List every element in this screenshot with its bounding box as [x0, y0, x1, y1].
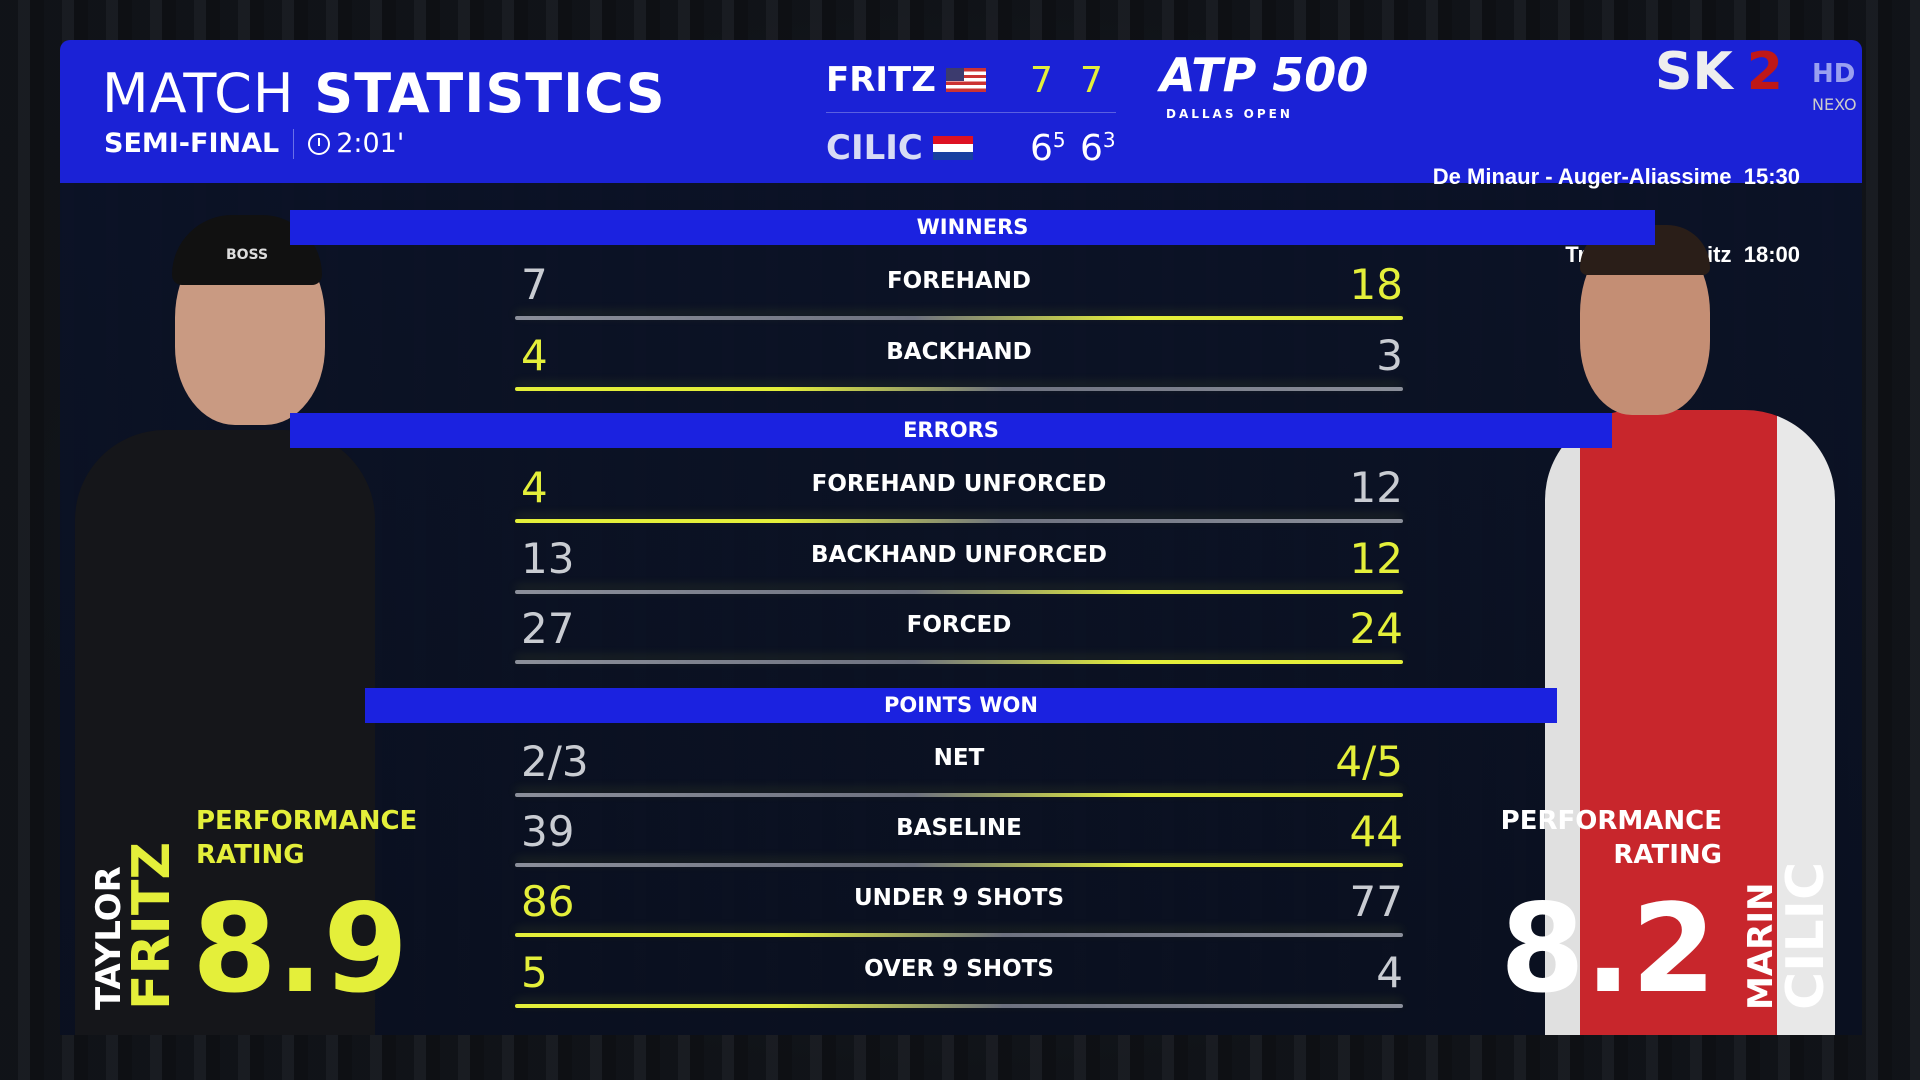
stat-row: 4 FOREHAND UNFORCED 12	[515, 463, 1403, 533]
right-value: 4	[1376, 948, 1403, 997]
scoreboard-player-2: CILIC	[826, 128, 973, 168]
player-name: CILIC	[826, 128, 923, 168]
stat-row: 86 UNDER 9 SHOTS 77	[515, 877, 1403, 947]
left-player-first-name: TAYLOR	[89, 866, 129, 1010]
right-value: 12	[1349, 463, 1403, 512]
scoreboard-player-1: FRITZ	[826, 60, 986, 100]
right-value: 44	[1349, 807, 1403, 856]
stat-label: BASELINE	[896, 815, 1022, 841]
croatia-flag-icon	[932, 136, 973, 160]
divider	[826, 112, 1116, 113]
right-player-last-name: CILIC	[1776, 861, 1836, 1010]
ticker-line: De Minaur - Auger-Aliassime 15:30	[1432, 164, 1800, 189]
page-title: MATCH STATISTICS	[102, 62, 666, 125]
player-body	[1545, 410, 1835, 1035]
left-player-last-name: FRITZ	[122, 841, 182, 1010]
stat-label: FOREHAND	[886, 268, 1032, 294]
left-value: 86	[521, 877, 575, 926]
left-value: 5	[521, 948, 548, 997]
right-value: 4/5	[1335, 737, 1403, 786]
comparison-bar	[515, 316, 1403, 320]
left-value: 2/3	[521, 737, 589, 786]
right-performance-rating: 8.2	[1500, 878, 1717, 1020]
section-header: POINTS WON	[365, 688, 1557, 723]
left-performance-label: PERFORMANCE RATING	[196, 806, 418, 870]
channel-logo: SK 2	[1655, 42, 1783, 102]
comparison-bar	[515, 933, 1403, 937]
comparison-bar	[515, 793, 1403, 797]
comparison-bar	[515, 1004, 1403, 1008]
left-value: 4	[521, 463, 548, 512]
hd-badge: HD	[1812, 59, 1856, 89]
stat-row: 2/3 NET 4/5	[515, 737, 1403, 807]
stat-row: 39 BASELINE 44	[515, 807, 1403, 877]
right-value: 18	[1349, 260, 1403, 309]
section-header: ERRORS	[290, 413, 1612, 448]
left-value: 7	[521, 260, 548, 309]
match-duration: 2:01'	[336, 128, 405, 159]
set-score: 7	[1080, 60, 1103, 101]
set-score: 65	[1030, 128, 1066, 169]
usa-flag-icon	[945, 68, 986, 92]
left-value: 39	[521, 807, 575, 856]
round-label: SEMI-FINAL	[104, 128, 280, 159]
left-value: 13	[521, 534, 575, 583]
left-value: 27	[521, 604, 575, 653]
comparison-bar	[515, 590, 1403, 594]
divider	[293, 128, 295, 159]
stat-label: FORCED	[906, 612, 1012, 638]
sponsor-logo: NEXO	[1812, 95, 1857, 114]
player-name: FRITZ	[826, 60, 936, 100]
stat-row: 13 BACKHAND UNFORCED 12	[515, 534, 1403, 604]
comparison-bar	[515, 519, 1403, 523]
right-value: 24	[1349, 604, 1403, 653]
right-value: 12	[1349, 534, 1403, 583]
match-info: SEMI-FINAL 2:01'	[104, 128, 404, 159]
comparison-bar	[515, 863, 1403, 867]
right-value: 3	[1376, 331, 1403, 380]
clock-icon	[308, 132, 331, 155]
right-performance-label: PERFORMANCE RATING	[1500, 806, 1722, 870]
stat-label: FOREHAND UNFORCED	[811, 471, 1107, 497]
stat-row: 4 BACKHAND 3	[515, 331, 1403, 401]
stat-row: 27 FORCED 24	[515, 604, 1403, 674]
section-header: WINNERS	[290, 210, 1655, 245]
right-player-first-name: MARIN	[1741, 882, 1781, 1010]
left-performance-rating: 8.9	[192, 878, 409, 1020]
player-body	[75, 430, 375, 1035]
set-score: 63	[1080, 128, 1116, 169]
stat-label: BACKHAND	[886, 339, 1032, 365]
stat-row: 5 OVER 9 SHOTS 4	[515, 948, 1403, 1018]
atp-500-logo: ATP 500	[1160, 48, 1369, 102]
stat-row: 7 FOREHAND 18	[515, 260, 1403, 330]
dallas-open-logo: DALLAS OPEN	[1166, 107, 1293, 121]
stat-label: UNDER 9 SHOTS	[853, 885, 1065, 911]
set-score: 7	[1030, 60, 1053, 101]
stat-label: BACKHAND UNFORCED	[810, 542, 1107, 568]
comparison-bar	[515, 387, 1403, 391]
stat-label: NET	[933, 745, 985, 771]
comparison-bar	[515, 660, 1403, 664]
right-value: 77	[1349, 877, 1403, 926]
stat-label: OVER 9 SHOTS	[864, 956, 1054, 982]
left-value: 4	[521, 331, 548, 380]
